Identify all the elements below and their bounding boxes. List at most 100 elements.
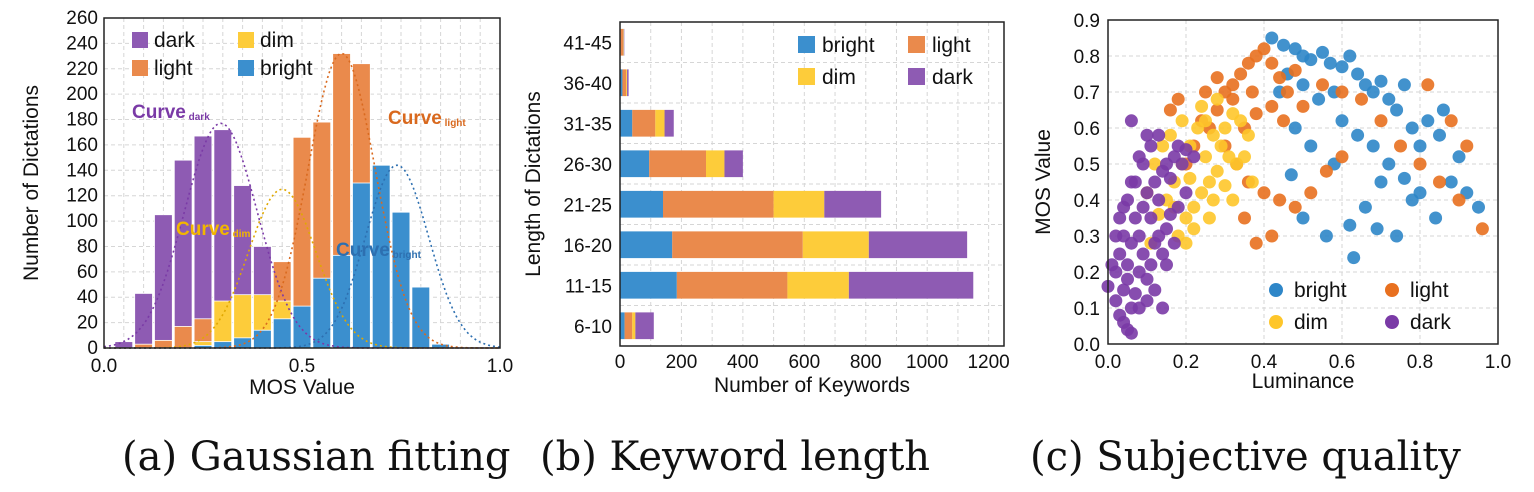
x-tick-label: 400 [727,352,759,373]
y-tick-label: 0.4 [1074,191,1101,212]
bar-bright [253,329,272,349]
point-light [1444,114,1458,128]
point-dark [1156,247,1170,261]
point-dim [1210,164,1224,178]
point-dark [1121,272,1134,286]
point-light [1355,92,1368,106]
bar-dim [802,231,869,259]
point-dark [1148,175,1162,189]
y-tick-label: 41-45 [563,33,612,54]
bar-dim [773,190,825,218]
point-bright [1343,218,1357,232]
y-axis-label: Length of Dictations [522,91,545,277]
y-tick-label: 220 [66,59,98,80]
point-dim [1179,236,1193,250]
point-light [1265,229,1279,243]
legend-label-light: light [154,57,193,80]
curve-label-subscript: dark [186,112,210,123]
point-dark [1117,200,1131,214]
x-tick-label: 1000 [906,352,948,373]
bar-bright [332,254,351,349]
point-bright [1347,251,1361,265]
point-dim [1163,128,1177,142]
point-dim [1187,200,1201,214]
point-light [1460,139,1474,153]
x-tick-label: 200 [666,352,698,373]
point-dark [1136,200,1150,214]
bar-light [620,28,624,56]
point-dark [1140,272,1154,286]
point-light [1304,186,1318,200]
legend-swatch-light [132,60,148,76]
point-bright [1277,38,1290,52]
plot-frame-b [619,21,1005,347]
point-light [1226,92,1240,106]
point-light [1171,92,1185,106]
point-light [1277,114,1290,128]
point-dim [1175,114,1189,128]
legend-marker-bright [1269,283,1283,297]
point-bright [1304,53,1318,67]
point-light [1273,71,1287,85]
point-bright [1413,139,1427,153]
point-bright [1397,171,1411,185]
y-tick-label: 0.0 [1074,335,1100,356]
point-light [1234,67,1248,81]
point-dim [1199,114,1212,128]
point-bright [1433,128,1446,142]
bar-dim [787,271,849,299]
bar-light [624,312,633,340]
point-bright [1374,74,1388,88]
y-tick-label: 60 [77,262,98,283]
bar-light [622,69,627,97]
point-light [1257,42,1271,56]
point-dark [1160,222,1173,236]
point-bright [1358,200,1372,214]
point-dark [1128,211,1142,225]
point-light [1374,114,1388,128]
y-tick-label: 0.6 [1074,119,1100,140]
curve-label-text: Curve [176,219,230,240]
y-tick-label: 6-10 [574,317,612,338]
x-tick-label: 1.0 [1485,352,1511,373]
point-light [1226,78,1240,92]
point-dark [1187,150,1201,164]
legend-label-dim: dim [1294,311,1328,334]
point-bright [1316,45,1329,59]
bar-dark [664,109,674,137]
y-tick-label: 40 [77,287,98,308]
point-bright [1382,92,1396,106]
point-light [1413,157,1427,171]
bar-light [649,150,707,178]
y-tick-label: 0.8 [1074,47,1100,68]
point-dim [1156,139,1170,153]
bar-bright [620,150,650,178]
bar-dark [635,312,654,340]
legend-label-dark: dark [932,66,973,89]
y-tick-label: 0.5 [1074,155,1100,176]
point-dark [1140,128,1154,142]
x-tick-label: 0.6 [1329,352,1355,373]
point-bright [1390,229,1404,243]
bar-dark [154,214,173,349]
point-dim [1202,175,1216,189]
bar-dark [114,341,134,349]
point-dim [1199,150,1212,164]
point-dark [1132,150,1146,164]
point-bright [1312,92,1326,106]
point-light [1475,222,1489,236]
point-dim [1183,171,1197,185]
point-dark [1144,139,1158,153]
legend-marker-light [1385,283,1399,297]
point-bright [1351,128,1365,142]
point-light [1238,211,1251,225]
curve-label-dark: Curve dark [132,102,210,123]
bar-light [663,190,774,218]
point-bright [1335,114,1349,128]
point-bright [1265,31,1279,45]
point-dark [1140,186,1154,200]
curve-label-text: Curve [336,240,390,261]
y-tick-label: 260 [66,8,98,29]
point-bright [1452,150,1466,164]
